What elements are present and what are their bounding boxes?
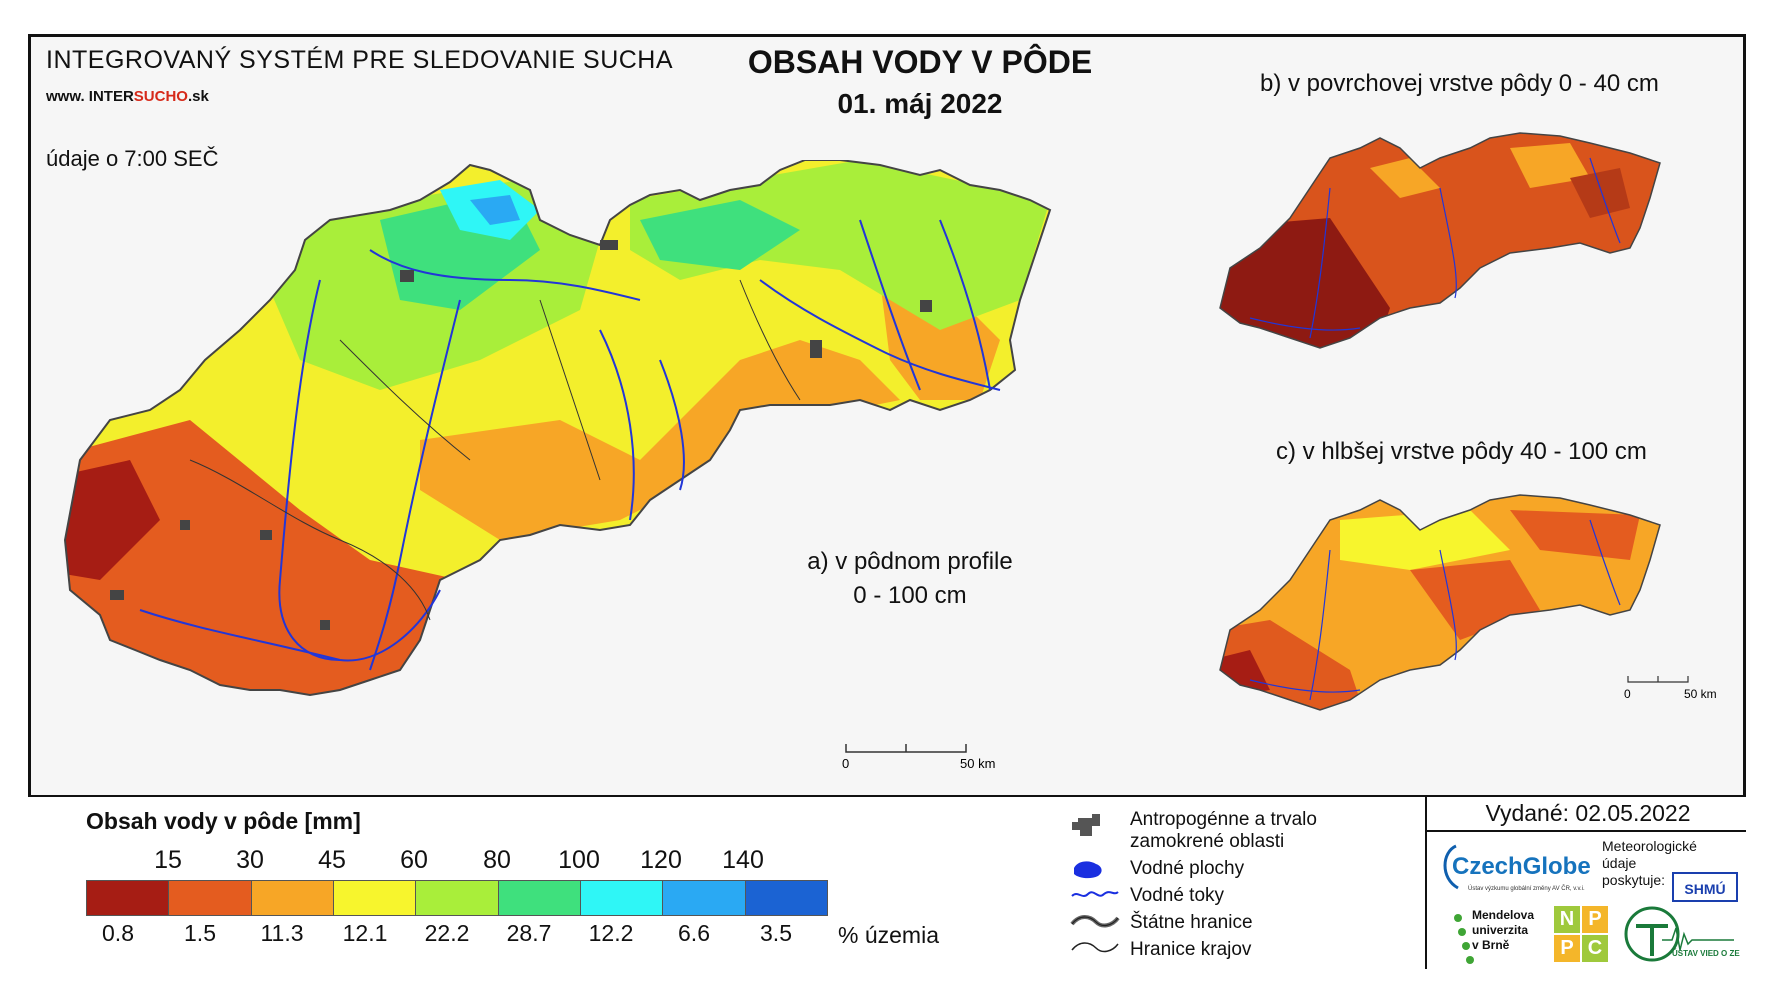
legend-threshold: 45 [318,846,346,874]
uvz-name: ÚSTAV VIED O ZEMI [1672,949,1740,958]
legend-percentage: 6.6 [678,920,710,946]
legend-bin [580,881,664,915]
panel-a-label: a) v pôdnom profile 0 - 100 cm [790,545,1030,613]
legend-divider [1425,796,1427,969]
website-prefix: www. INTER [46,88,134,105]
mendel-line3: v Brně [1472,938,1510,952]
map-panel-a [63,160,1052,697]
symbol-anthropogenic-line1: Antropogénne a trvalo [1130,809,1317,830]
legend-bin [87,881,170,915]
meteo-credit: Meteorologické údaje poskytuje: [1602,838,1697,889]
meteo-line2: údaje [1602,855,1637,871]
issued-divider [1427,830,1746,832]
scalebar-main: 0 50 km [842,744,995,771]
symbol-anthropogenic-line2: zamokrené oblasti [1130,831,1285,852]
water-body-icon [1074,861,1102,879]
legend-percentage: 3.5 [760,920,792,946]
symbol-state-border: Štátne hranice [1130,912,1253,933]
legend-threshold: 30 [236,846,264,874]
panel-c-label: c) v hlbšej vrstve pôdy 40 - 100 cm [1276,438,1647,465]
main-date: 01. máj 2022 [837,88,1003,119]
legend-bin [416,881,499,915]
meteo-line1: Meteorologické [1602,838,1697,854]
panel-a-label-line1: a) v pôdnom profile [807,548,1013,575]
map-panel-c [1219,494,1661,711]
czechglobe-logo: CzechGlobe Ústav výzkumu globální změny … [1443,844,1591,892]
legend-threshold: 140 [722,846,764,874]
legend-percentage: 1.5 [184,920,216,946]
issued-date: Vydané: 02.05.2022 [1485,800,1691,826]
state-border-icon [1070,915,1120,928]
scalebar-small-max: 50 km [1684,687,1717,701]
czechglobe-subtitle: Ústav výzkumu globální změny AV ČR, v.v.… [1468,885,1585,892]
region-border-icon [1071,942,1119,953]
legend-threshold: 120 [640,846,682,874]
legend-bin [169,881,252,915]
symbol-region-border: Hranice krajov [1130,939,1252,960]
meteo-line3: poskytuje: [1602,872,1666,888]
legend-bin [498,881,581,915]
scalebar-small: 0 50 km [1624,676,1717,701]
shmu-logo: SHMÚ [1672,872,1738,902]
scalebar-main-max: 50 km [960,756,995,771]
npc-letter: N [1554,906,1580,933]
website-highlight: SUCHO [133,88,188,105]
mendel-dots-icon [1454,914,1474,964]
map-panel-b [1219,132,1661,349]
legend-threshold: 100 [558,846,600,874]
legend-bin [663,881,746,915]
npc-letter: P [1582,906,1608,933]
uvz-logo: ÚSTAV VIED O ZEMI [1624,906,1740,962]
npc-letter: P [1554,935,1580,962]
legend-title: Obsah vody v pôde [mm] [86,808,361,834]
symbol-water-streams: Vodné toky [1130,885,1225,906]
panel-a-label-line2: 0 - 100 cm [853,582,967,609]
scalebar-main-zero: 0 [842,756,849,771]
legend-bin [251,881,334,915]
website-link[interactable]: www. INTERSUCHO.sk [46,88,209,105]
legend-percentage: 0.8 [102,920,134,946]
scalebar-small-zero: 0 [1624,687,1631,701]
legend-bin [745,881,827,915]
mendel-line2: univerzita [1472,923,1529,937]
npc-letter: C [1582,935,1608,962]
legend-bin [333,881,417,915]
percent-label: % územia [838,922,939,948]
mendel-university-logo: Mendelova univerzita v Brně [1472,908,1534,953]
panel-b-label: b) v povrchovej vrstve pôdy 0 - 40 cm [1260,70,1659,97]
npc-logo: N P P C [1554,906,1608,962]
legend-threshold: 80 [483,846,511,874]
legend-threshold: 60 [400,846,428,874]
legend-percentage: 22.2 [424,920,470,946]
symbol-water-bodies: Vodné plochy [1130,858,1245,879]
legend-threshold: 15 [154,846,182,874]
main-title: OBSAH VODY V PÔDE [747,44,1093,80]
czechglobe-name: CzechGlobe [1452,853,1591,880]
time-note: údaje o 7:00 SEČ [46,146,219,171]
website-suffix: .sk [187,88,209,105]
legend-color-bins [86,880,828,916]
legend-percentage: 12.1 [342,920,388,946]
anthropogenic-area-icon [1072,814,1100,836]
legend-percentage: 12.2 [588,920,634,946]
system-title: INTEGROVANÝ SYSTÉM PRE SLEDOVANIE SUCHA [46,46,674,74]
legend-percentage: 28.7 [506,920,552,946]
legend-percentage: 11.3 [260,920,304,946]
mendel-line1: Mendelova [1472,908,1535,922]
water-stream-icon [1071,891,1119,897]
